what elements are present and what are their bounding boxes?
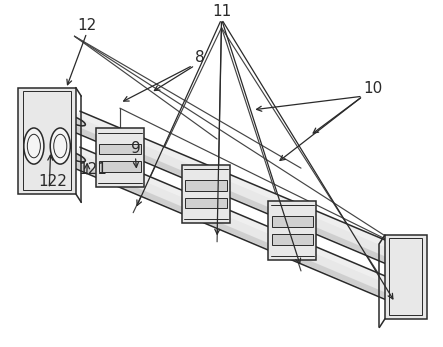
Polygon shape — [186, 197, 227, 208]
Polygon shape — [99, 144, 140, 154]
Polygon shape — [67, 147, 404, 302]
Text: 11: 11 — [212, 4, 231, 19]
Polygon shape — [182, 165, 230, 223]
Ellipse shape — [62, 151, 85, 162]
Polygon shape — [385, 235, 427, 319]
Polygon shape — [268, 201, 316, 260]
Polygon shape — [68, 124, 396, 265]
Polygon shape — [272, 217, 313, 227]
Text: 8: 8 — [195, 50, 205, 65]
Polygon shape — [76, 112, 404, 254]
Polygon shape — [67, 111, 404, 266]
Polygon shape — [272, 234, 313, 245]
Ellipse shape — [50, 128, 70, 164]
Polygon shape — [68, 160, 396, 301]
Text: 122: 122 — [38, 174, 67, 189]
Text: 10: 10 — [363, 81, 382, 96]
Text: 121: 121 — [78, 162, 107, 177]
Polygon shape — [76, 148, 404, 290]
Polygon shape — [99, 161, 140, 172]
Ellipse shape — [386, 288, 410, 299]
Polygon shape — [18, 87, 76, 194]
Polygon shape — [96, 128, 144, 187]
Text: 12: 12 — [77, 18, 97, 33]
Ellipse shape — [24, 128, 44, 164]
Ellipse shape — [386, 252, 410, 263]
Text: 9: 9 — [131, 141, 141, 156]
Ellipse shape — [62, 115, 85, 126]
Polygon shape — [186, 180, 227, 191]
